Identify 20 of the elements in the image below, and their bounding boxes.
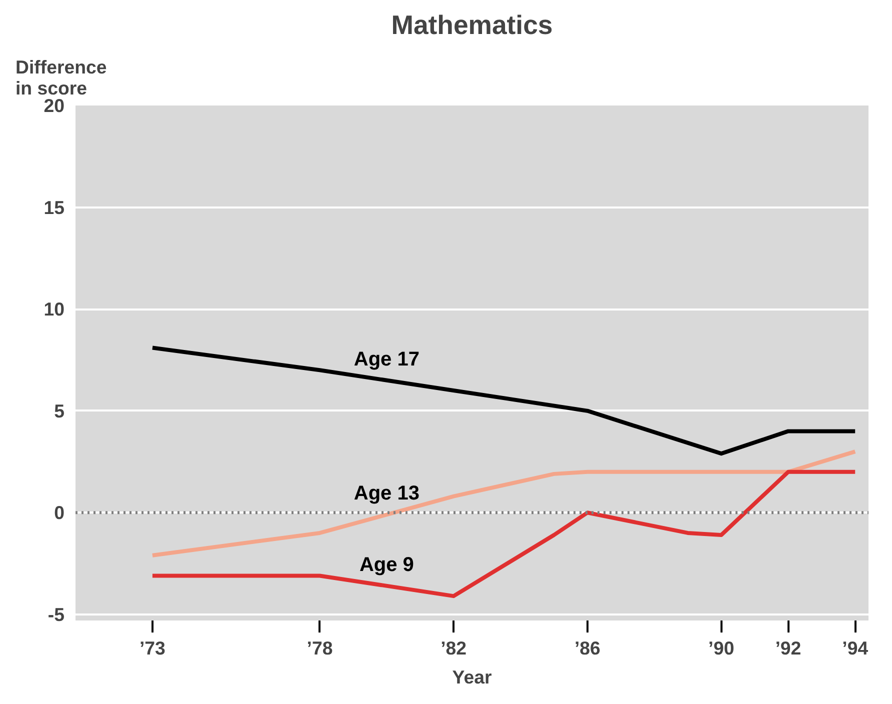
x-tick-label: ’94 <box>842 638 869 658</box>
x-tick-label: ’78 <box>306 638 333 658</box>
y-tick-label: 15 <box>44 196 65 218</box>
series-label: Age 13 <box>354 482 420 505</box>
x-tick-label: ’86 <box>574 638 600 658</box>
y-tick-label: -5 <box>48 604 65 625</box>
y-tick-label: 0 <box>54 502 65 524</box>
line-series <box>150 470 858 598</box>
line-series <box>150 346 858 456</box>
x-tick-label: ’82 <box>440 638 467 658</box>
y-tick-label: 10 <box>44 298 65 320</box>
x-axis-title: Year <box>452 666 492 688</box>
x-tick-label: ’92 <box>775 638 802 658</box>
chart-title: Mathematics <box>391 10 553 40</box>
line-series <box>150 450 858 558</box>
y-tick-label: 5 <box>54 400 65 422</box>
series-label: Age 17 <box>354 348 420 370</box>
x-tick-label: ’73 <box>139 638 166 658</box>
series-label: Age 9 <box>359 554 414 576</box>
x-tick-label: ’90 <box>708 638 734 658</box>
